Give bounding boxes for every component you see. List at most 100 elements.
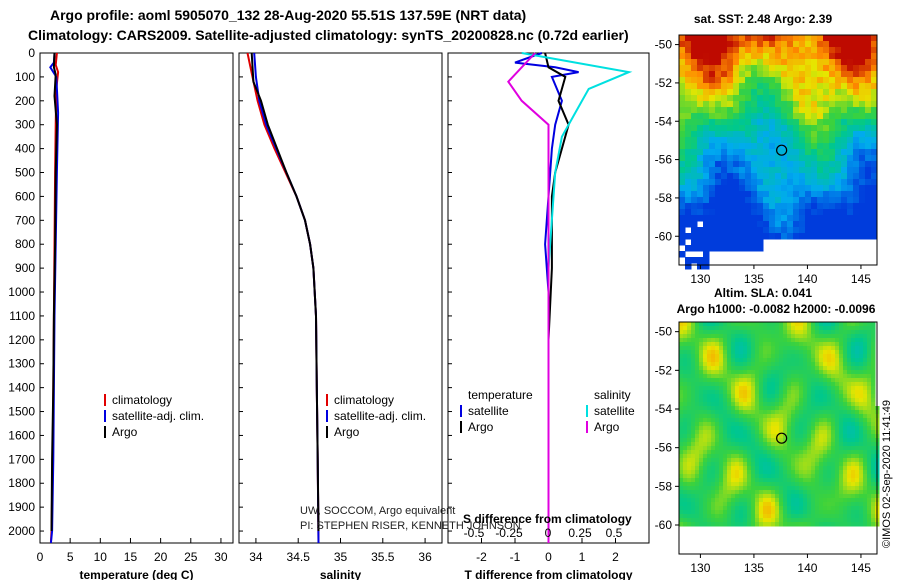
depth-tick-label: 2000 [8,524,35,538]
figure-title: Argo profile: aoml 5905070_132 28-Aug-20… [50,7,527,23]
depth-tick-label: 300 [15,118,35,132]
depth-tick-label: 1100 [9,309,35,323]
salinity-legend-title: salinity [594,388,631,402]
temperature-xtick-label: 15 [124,550,138,564]
depth-tick-label: 100 [15,70,35,84]
sla-map-subtitle: Argo h1000: -0.0082 h2000: -0.0096 [677,302,876,316]
sla-map-xtick-label: 140 [797,561,817,575]
temperature-xtick-label: 0 [37,550,44,564]
salinity-legend-label: satellite [594,404,635,418]
sla-map-title: Altim. SLA: 0.041 [714,286,812,300]
salinity-difference-tick-label: -0.25 [495,526,523,540]
sst-map-frame [678,34,878,266]
sla-map-ytick-label: -58 [655,479,673,493]
temperature-legend-title: temperature [468,388,533,402]
difference-series-s-argo [507,52,550,543]
temperature-xtick-label: 30 [214,550,228,564]
salinity-difference-tick-label: 0.5 [606,526,623,540]
temperature-xtick-label: 5 [67,550,74,564]
difference-xtick-label: 1 [579,550,586,564]
depth-tick-label: 1000 [8,285,35,299]
difference-xtick-label: -2 [476,550,487,564]
temperature-legend-label: Argo [112,425,138,439]
temperature-series-argo [50,52,58,532]
difference-xtick-label: 2 [612,550,619,564]
sst-map-ytick-label: -50 [655,38,673,52]
salinity-xtick-label: 34 [249,550,263,564]
temperature-legend-label: climatology [112,393,172,407]
sla-map-ytick-label: -54 [655,402,673,416]
sla-map-xtick-label: 130 [690,561,710,575]
depth-tick-label: 1300 [8,357,35,371]
sla-map-xtick-label: 135 [744,561,764,575]
sst-map-ytick-label: -54 [655,114,673,128]
salinity-xlabel: salinity [320,568,362,580]
temperature-xlabel: temperature (deg C) [79,568,193,580]
salinity-xtick-label: 35.5 [371,550,395,564]
temperature-legend-label: satellite-adj. clim. [112,409,204,423]
salinity-xtick-label: 35 [334,550,348,564]
depth-tick-label: 400 [15,142,35,156]
sst-map-ytick-label: -58 [655,191,673,205]
depth-tick-label: 200 [15,94,35,108]
sst-map-xtick-label: 140 [797,272,817,286]
sst-map-field [679,35,878,270]
depth-tick-label: 1600 [8,428,35,442]
sst-map-xtick-label: 145 [851,272,871,286]
depth-tick-label: 1800 [8,476,35,490]
salinity-xtick-label: 34.5 [287,550,311,564]
sla-map-ytick-label: -50 [655,325,673,339]
salinity-difference-xlabel: S difference from climatology [463,512,632,526]
salinity-difference-tick-label: 0.25 [568,526,592,540]
sla-map-ytick-label: -60 [655,518,673,532]
temperature-legend-label: Argo [468,420,494,434]
sst-map-argo-location-marker [776,144,788,156]
salinity-xtick-label: 36 [418,550,432,564]
salinity-difference-tick-label: 0 [545,526,552,540]
salinity-legend-label: Argo [594,420,620,434]
sst-map-xtick-label: 130 [690,272,710,286]
depth-tick-label: 600 [15,189,35,203]
difference-series-s-satellite [521,52,633,531]
sla-map-ytick-label: -52 [655,363,673,377]
salinity-difference-tick-label: -0.5 [464,526,485,540]
salinity-series-argo [250,52,320,532]
temperature-xtick-label: 10 [94,550,108,564]
sst-map-xtick-label: 135 [744,272,764,286]
depth-tick-label: 900 [15,261,35,275]
depth-tick-label: 500 [15,166,35,180]
timestamp-label: ©IMOS 02-Sep-2020 11:41:49 [881,400,893,548]
temperature-xtick-label: 20 [154,550,168,564]
depth-tick-label: 1900 [8,500,35,514]
depth-tick-label: 700 [15,213,35,227]
sst-map-title: sat. SST: 2.48 Argo: 2.39 [694,12,833,26]
depth-tick-label: 0 [28,46,35,60]
salinity-legend-label: satellite-adj. clim. [334,409,426,423]
salinity-legend-label: climatology [334,393,394,407]
sla-map-frame [678,321,878,555]
sla-map-xtick-label: 145 [851,561,871,575]
sla-map-argo-location-marker [776,432,788,444]
difference-xtick-label: 0 [545,550,552,564]
depth-tick-label: 800 [15,237,35,251]
credit-line-1: UW, SOCCOM, Argo equivalent [300,505,455,517]
sst-map-ytick-label: -60 [655,229,673,243]
depth-tick-label: 1200 [8,333,35,347]
salinity-legend-label: Argo [334,425,360,439]
difference-xlabel: T difference from climatology [464,568,632,580]
temperature-legend-label: satellite [468,404,509,418]
credit-line-2: PI: STEPHEN RISER, KENNETH JOHNSON [300,520,521,532]
salinity-plot-frame [238,52,443,544]
depth-tick-label: 1700 [8,452,35,466]
temperature-xtick-label: 25 [184,550,198,564]
figure-subtitle: Climatology: CARS2009. Satellite-adjuste… [28,27,629,43]
difference-xtick-label: -1 [510,550,521,564]
temperature-plot-frame [39,52,234,544]
sla-map-ytick-label: -56 [655,441,673,455]
depth-tick-label: 1400 [8,381,35,395]
sst-map-ytick-label: -52 [655,76,673,90]
sla-map-field [679,322,880,527]
depth-tick-label: 1500 [8,405,35,419]
sst-map-ytick-label: -56 [655,153,673,167]
